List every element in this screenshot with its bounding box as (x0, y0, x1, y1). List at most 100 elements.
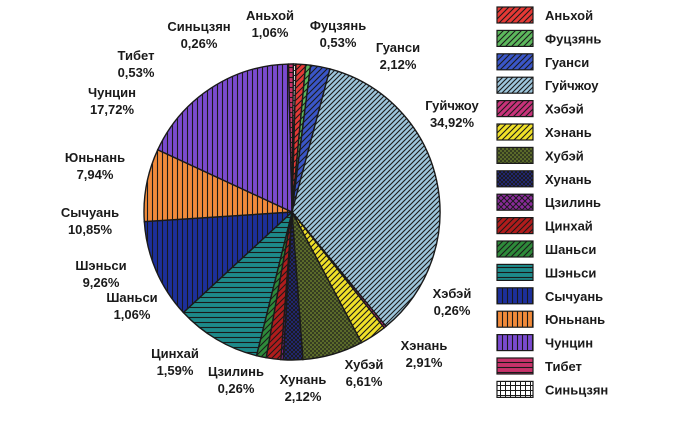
slice-label-name: Хунань (280, 372, 327, 387)
legend-swatch (496, 99, 534, 118)
legend-label: Гуйчжоу (545, 78, 599, 93)
slice-label-name: Чунцин (88, 85, 136, 100)
slice-label-value: 9,26% (83, 275, 120, 290)
slice-label-value: 34,92% (430, 115, 475, 130)
pie-slice-labels: Аньхой 1,06% Фуцзянь 0,53% Гуанси 2,12% Гуйчжо… (61, 8, 480, 404)
legend-swatch (496, 193, 534, 211)
legend-item-8: Хунань (496, 170, 592, 188)
slice-label-value: 2,12% (380, 57, 417, 72)
legend-label: Хэнань (545, 125, 592, 140)
slice-label-13: Сычуань 10,85% (61, 205, 119, 237)
pie-slice-17 (291, 63, 297, 213)
legend-item-3: Гуанси (496, 53, 589, 71)
slice-label-name: Шаньси (106, 290, 157, 305)
legend-label: Синьцзян (545, 382, 608, 397)
legend-item-6: Хэнань (496, 123, 592, 141)
legend-label: Юньнань (545, 312, 605, 327)
legend-label: Аньхой (545, 8, 593, 23)
pie-slices (143, 63, 441, 361)
slice-label-name: Хубэй (345, 357, 384, 372)
slice-label-value: 6,61% (346, 374, 383, 389)
slice-label-name: Сычуань (61, 205, 119, 220)
legend-item-5: Хэбэй (496, 99, 584, 118)
legend-item-13: Сычуань (496, 287, 603, 305)
legend-item-15: Чунцин (496, 334, 593, 352)
slice-label-11: Шаньси 1,06% (106, 290, 157, 322)
legend-swatch (496, 263, 534, 281)
legend-item-4: Гуйчжоу (496, 76, 599, 94)
legend-label: Сычуань (545, 289, 603, 304)
pie-slice-13 (143, 211, 294, 314)
legend-item-2: Фуцзянь (496, 29, 601, 47)
legend-label: Хунань (545, 172, 592, 187)
slice-label-16: Тибет 0,53% (118, 48, 155, 80)
slice-label-8: Хунань 2,12% (280, 372, 327, 404)
slice-label-name: Цзилинь (208, 364, 264, 379)
slice-label-2: Фуцзянь 0,53% (310, 18, 366, 50)
slice-label-name: Цинхай (151, 346, 199, 361)
slice-label-value: 10,85% (68, 222, 113, 237)
slice-label-10: Цинхай 1,59% (151, 346, 199, 378)
legend: Аньхой Фуцзянь Гуанси Гуйчжоу Хэбэй Хэнань Хуб… (496, 6, 608, 398)
legend-item-7: Хубэй (496, 146, 584, 164)
legend-label: Гуанси (545, 55, 589, 70)
slice-label-name: Хэбэй (433, 286, 472, 301)
slice-label-value: 0,26% (181, 36, 218, 51)
legend-item-14: Юньнань (496, 310, 605, 328)
slice-label-value: 0,26% (434, 303, 471, 318)
legend-swatch (496, 357, 534, 375)
slice-label-value: 7,94% (77, 167, 114, 182)
slice-label-name: Тибет (118, 48, 155, 63)
legend-label: Тибет (545, 359, 582, 374)
legend-item-17: Синьцзян (496, 380, 608, 398)
legend-label: Шаньси (545, 242, 596, 257)
slice-label-3: Гуанси 2,12% (376, 40, 420, 72)
legend-swatch (496, 146, 534, 164)
slice-label-value: 1,06% (252, 25, 289, 40)
slice-label-value: 2,12% (285, 389, 322, 404)
slice-label-5: Хэбэй 0,26% (433, 286, 472, 318)
legend-swatch (496, 170, 534, 188)
slice-label-name: Гуанси (376, 40, 420, 55)
legend-label: Хубэй (545, 148, 584, 163)
slice-label-17: Синьцзян 0,26% (167, 19, 230, 51)
legend-swatch (496, 123, 534, 141)
slice-label-name: Хэнань (401, 338, 448, 353)
legend-swatch (496, 217, 534, 235)
pie-slice-4 (291, 68, 441, 328)
legend-swatch (496, 310, 534, 328)
slice-label-14: Юньнань 7,94% (65, 150, 125, 182)
legend-item-1: Аньхой (496, 6, 593, 24)
slice-label-value: 2,91% (406, 355, 443, 370)
legend-swatch (496, 53, 534, 71)
slice-label-name: Синьцзян (167, 19, 230, 34)
legend-label: Фуцзянь (545, 31, 601, 46)
slice-label-value: 0,53% (118, 65, 155, 80)
legend-swatch (496, 287, 534, 305)
slice-label-9: Цзилинь 0,26% (208, 364, 264, 396)
slice-label-value: 1,59% (157, 363, 194, 378)
legend-swatch (496, 380, 534, 398)
slice-label-1: Аньхой 1,06% (246, 8, 294, 40)
legend-item-11: Шаньси (496, 240, 596, 258)
slice-label-value: 17,72% (90, 102, 135, 117)
slice-label-15: Чунцин 17,72% (88, 85, 136, 117)
legend-item-16: Тибет (496, 357, 582, 375)
legend-label: Цзилинь (545, 195, 601, 210)
slice-label-value: 1,06% (114, 307, 151, 322)
legend-item-10: Цинхай (496, 217, 593, 235)
legend-label: Шэньси (545, 265, 596, 280)
legend-swatch (496, 76, 534, 94)
legend-swatch (496, 29, 534, 47)
legend-swatch (496, 6, 534, 24)
slice-label-12: Шэньси 9,26% (75, 258, 126, 290)
slice-label-name: Юньнань (65, 150, 125, 165)
pie-slice-12 (182, 209, 294, 357)
slice-label-value: 0,53% (320, 35, 357, 50)
legend-swatch (496, 240, 534, 258)
legend-label: Хэбэй (545, 102, 584, 117)
slice-label-value: 0,26% (218, 381, 255, 396)
legend-label: Цинхай (545, 219, 593, 234)
slice-label-name: Гуйчжоу (425, 98, 479, 113)
